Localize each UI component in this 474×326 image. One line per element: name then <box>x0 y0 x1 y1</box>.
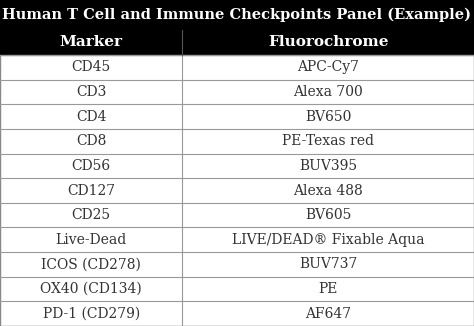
Bar <box>0 0 474 30</box>
Bar <box>0 104 474 129</box>
Bar <box>0 203 474 228</box>
Text: AF647: AF647 <box>305 307 351 321</box>
Text: PE-Texas red: PE-Texas red <box>282 134 374 148</box>
Text: BV605: BV605 <box>305 208 351 222</box>
Text: Live-Dead: Live-Dead <box>55 233 127 247</box>
Text: BV650: BV650 <box>305 110 351 124</box>
Text: Human T Cell and Immune Checkpoints Panel (Example): Human T Cell and Immune Checkpoints Pane… <box>2 8 472 22</box>
Text: Alexa 488: Alexa 488 <box>293 184 363 198</box>
Bar <box>0 154 474 178</box>
Bar <box>0 80 474 104</box>
Text: Marker: Marker <box>60 36 123 50</box>
Text: OX40 (CD134): OX40 (CD134) <box>40 282 142 296</box>
Bar <box>0 55 474 326</box>
Bar <box>0 178 474 203</box>
Bar <box>0 30 474 55</box>
Text: CD127: CD127 <box>67 184 115 198</box>
Text: Alexa 700: Alexa 700 <box>293 85 363 99</box>
Bar <box>0 301 474 326</box>
Text: CD3: CD3 <box>76 85 107 99</box>
Text: PD-1 (CD279): PD-1 (CD279) <box>43 307 140 321</box>
Bar <box>0 277 474 301</box>
Text: APC-Cy7: APC-Cy7 <box>297 60 359 74</box>
Bar <box>0 228 474 252</box>
Bar <box>0 252 474 277</box>
Bar <box>0 55 474 80</box>
Text: CD4: CD4 <box>76 110 107 124</box>
Text: ICOS (CD278): ICOS (CD278) <box>41 258 141 272</box>
Text: BUV737: BUV737 <box>299 258 357 272</box>
Text: BUV395: BUV395 <box>299 159 357 173</box>
Text: CD56: CD56 <box>72 159 111 173</box>
Text: LIVE/DEAD® Fixable Aqua: LIVE/DEAD® Fixable Aqua <box>232 233 425 247</box>
Text: CD25: CD25 <box>72 208 111 222</box>
Bar <box>0 129 474 154</box>
Text: Fluorochrome: Fluorochrome <box>268 36 389 50</box>
Text: CD8: CD8 <box>76 134 107 148</box>
Text: CD45: CD45 <box>72 60 111 74</box>
Text: PE: PE <box>319 282 338 296</box>
